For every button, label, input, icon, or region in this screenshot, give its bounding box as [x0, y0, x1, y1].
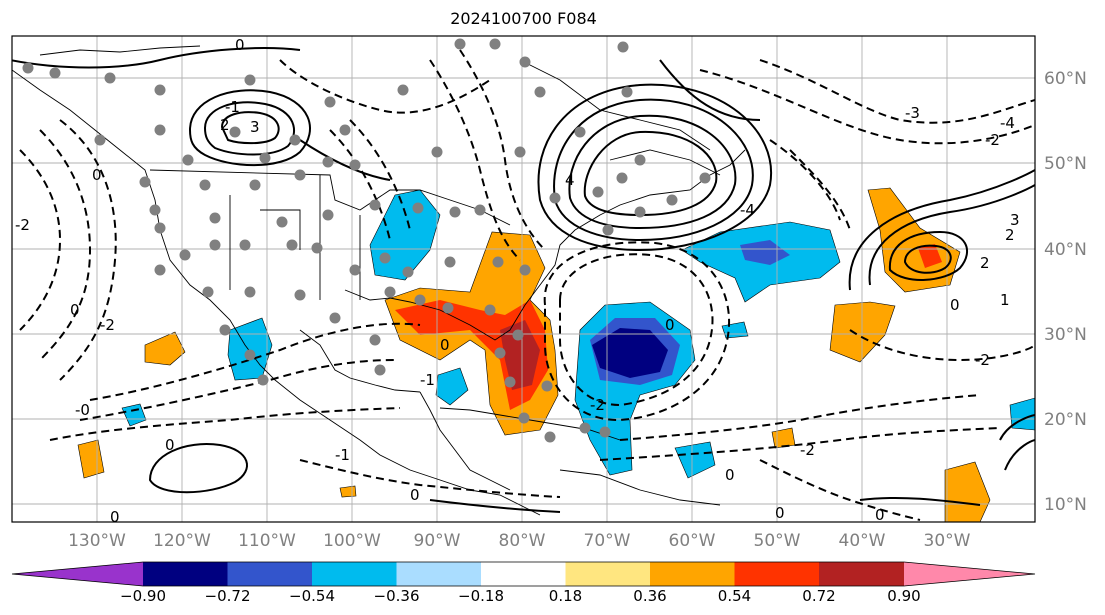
contour-labels: 0 -1 2 3 0 -2 0 -2 -0 -1 0 4 0 -2 0 0 -4… [15, 36, 1020, 526]
contour-label: 0 [410, 486, 420, 504]
contour-label: -2 [15, 216, 30, 234]
colorbar-extend-high [904, 562, 1035, 586]
colorbar-segment [396, 562, 481, 586]
contour-label: -4 [740, 201, 755, 219]
lon-label: 110°W [238, 531, 296, 551]
lon-label: 50°W [754, 531, 801, 551]
map-frame [11, 35, 1036, 523]
lat-label: 20°N [1044, 410, 1087, 430]
lon-label: 120°W [153, 531, 211, 551]
lon-label: 30°W [924, 531, 971, 551]
contour-label: 3 [1010, 211, 1020, 229]
lon-label: 40°W [839, 531, 886, 551]
contour-label: 2 [1005, 226, 1015, 244]
graticule [12, 36, 1035, 522]
longitude-labels: 130°W 120°W 110°W 100°W 90°W 80°W 70°W 6… [68, 531, 971, 551]
contour-label: -2 [800, 441, 815, 459]
lat-label: 60°N [1044, 69, 1087, 89]
contour-label: 0 [110, 508, 120, 526]
contour-label: 0 [950, 296, 960, 314]
colorbar-tick-label: 0.36 [633, 587, 666, 605]
contour-label: 0 [70, 301, 80, 319]
station-dots [22, 38, 711, 443]
contour-label: -1 [420, 371, 435, 389]
contour-label: 0 [440, 336, 450, 354]
lon-label: 60°W [669, 531, 716, 551]
contour-label: 4 [565, 171, 575, 189]
contour-lines [12, 47, 1035, 521]
colorbar-segment [312, 562, 397, 586]
lon-label: 100°W [323, 531, 381, 551]
colorbar-tick-label: 0.72 [802, 587, 835, 605]
colorbar-segment [143, 562, 228, 586]
colorbar-tick-label: −0.36 [374, 587, 420, 605]
lat-label: 50°N [1044, 154, 1087, 174]
contour-label: 0 [725, 466, 735, 484]
contour-label: -0 [75, 401, 90, 419]
contour-label: 0 [235, 36, 245, 54]
contour-label: 0 [92, 166, 102, 184]
contour-label: -2 [975, 351, 990, 369]
lat-label: 10°N [1044, 495, 1087, 515]
colorbar-tick-label: 0.54 [718, 587, 751, 605]
colorbar-segment [650, 562, 735, 586]
contour-label: 2 [980, 254, 990, 272]
contour-label: -1 [335, 446, 350, 464]
colorbar-segment [481, 562, 566, 586]
map-title: 2024100700 F084 [450, 9, 597, 28]
contour-label: 0 [165, 436, 175, 454]
lat-label: 40°N [1044, 240, 1087, 260]
contour-label: -2 [100, 316, 115, 334]
colorbar-segment [734, 562, 819, 586]
colorbar-tick-label: 0.90 [887, 587, 920, 605]
lon-label: 90°W [414, 531, 461, 551]
contour-label: -3 [905, 104, 920, 122]
colorbar-segment [819, 562, 904, 586]
contour-label: 2 [220, 116, 230, 134]
colorbar-tick-label: −0.54 [289, 587, 335, 605]
contour-label: -4 [1000, 114, 1015, 132]
colorbar-segment [227, 562, 312, 586]
contour-label: -1 [225, 98, 240, 116]
coastlines [12, 45, 746, 516]
lat-label: 30°N [1044, 325, 1087, 345]
colorbar-tick-label: −0.72 [205, 587, 251, 605]
colorbar-segment [565, 562, 650, 586]
colorbar-tick-label: 0.18 [549, 587, 582, 605]
map-panel: 0 -1 2 3 0 -2 0 -2 -0 -1 0 4 0 -2 0 0 -4… [12, 36, 1035, 526]
lon-label: 80°W [499, 531, 546, 551]
latitude-labels: 60°N 50°N 40°N 30°N 20°N 10°N [1044, 69, 1087, 515]
colorbar-extend-low [12, 562, 143, 586]
contour-label: -2 [590, 396, 605, 414]
colorbar-tick-label: −0.90 [120, 587, 166, 605]
colorbar-tick-label: −0.18 [458, 587, 504, 605]
lon-label: 70°W [584, 531, 631, 551]
contour-label: 0 [875, 506, 885, 524]
lon-label: 130°W [68, 531, 126, 551]
contour-label: 3 [250, 118, 260, 136]
contour-label: 0 [665, 316, 675, 334]
colorbar: −0.90 −0.72 −0.54 −0.36 −0.18 0.18 0.36 … [11, 561, 1036, 605]
contour-label: 1 [1000, 291, 1010, 309]
contour-label: -2 [985, 131, 1000, 149]
contour-label: 0 [775, 504, 785, 522]
